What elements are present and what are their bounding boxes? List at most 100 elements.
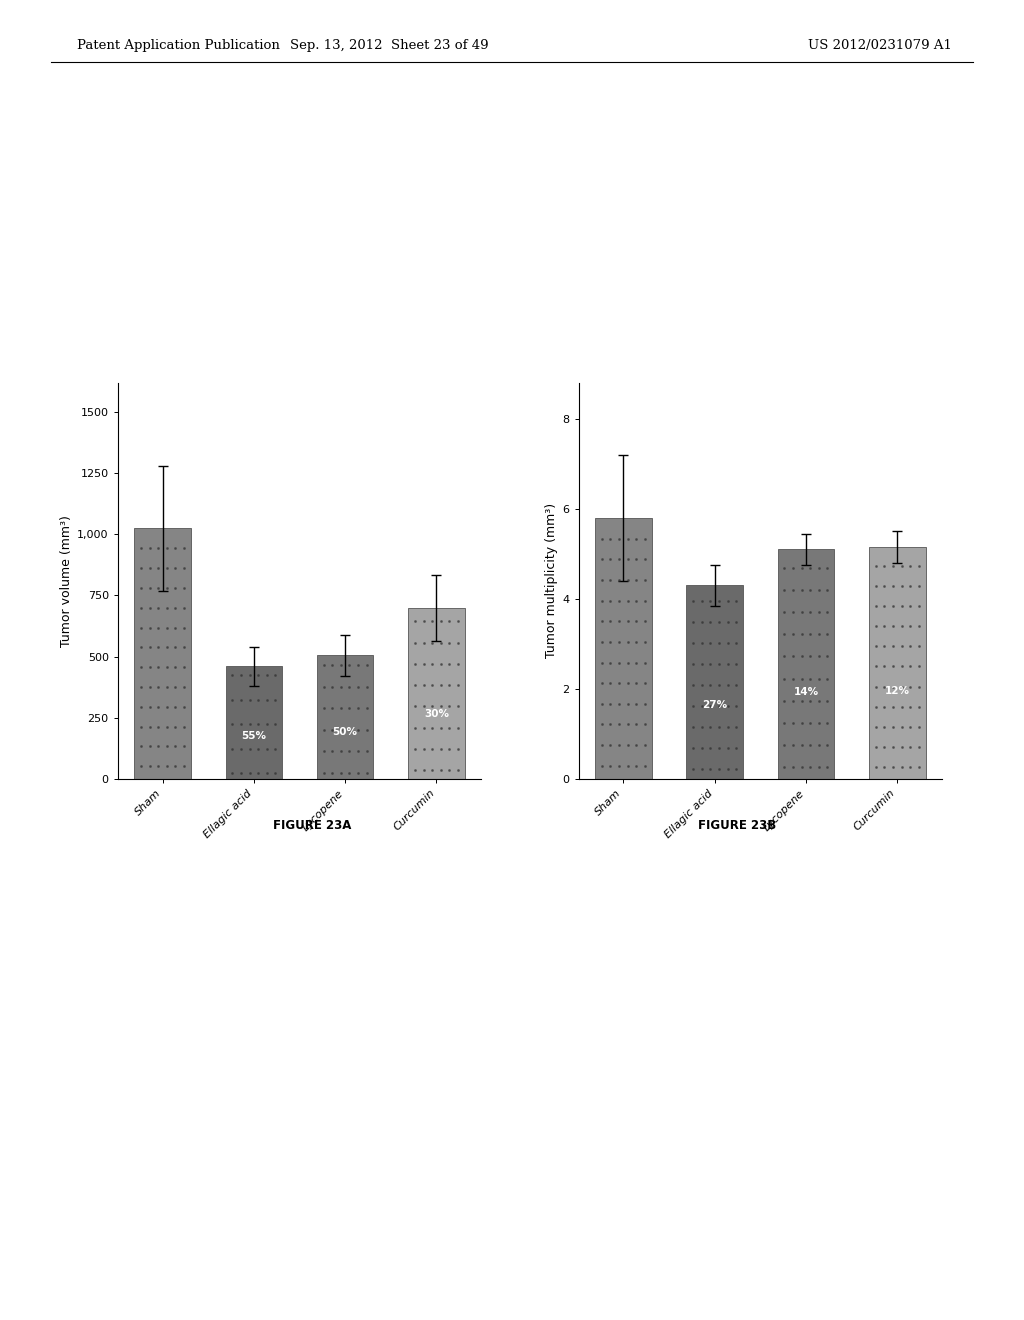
Bar — [686, 585, 743, 779]
Point — [450, 611, 466, 632]
Point — [242, 763, 258, 784]
Point — [784, 557, 801, 578]
Point — [176, 696, 193, 717]
Point — [167, 597, 183, 618]
Point — [819, 734, 836, 755]
Point — [784, 645, 801, 667]
Text: Sep. 13, 2012  Sheet 23 of 49: Sep. 13, 2012 Sheet 23 of 49 — [290, 38, 488, 51]
Point — [441, 717, 458, 738]
Point — [885, 656, 901, 677]
Point — [802, 734, 818, 755]
Point — [819, 690, 836, 711]
Point — [133, 636, 150, 657]
Point — [776, 690, 793, 711]
Point — [602, 693, 618, 714]
Point — [902, 717, 919, 738]
Point — [133, 696, 150, 717]
Point — [250, 714, 266, 735]
Point — [176, 636, 193, 657]
Point — [159, 537, 175, 558]
Point — [141, 636, 158, 657]
Point — [159, 636, 175, 657]
Point — [611, 549, 628, 570]
Point — [611, 693, 628, 714]
Point — [224, 689, 241, 710]
Point — [620, 714, 636, 735]
Point — [620, 734, 636, 755]
Point — [133, 676, 150, 697]
Point — [424, 696, 440, 717]
Point — [424, 738, 440, 759]
Point — [611, 631, 628, 652]
Point — [250, 738, 266, 759]
Point — [133, 577, 150, 598]
Point — [867, 576, 884, 597]
Point — [685, 653, 701, 675]
Point — [811, 557, 827, 578]
Point — [802, 756, 818, 777]
Point — [877, 676, 893, 697]
Point — [324, 762, 340, 783]
Point — [151, 656, 167, 677]
Point — [151, 557, 167, 578]
Point — [819, 557, 836, 578]
Point — [637, 631, 653, 652]
Point — [620, 590, 636, 611]
Point — [802, 602, 818, 623]
Point — [877, 696, 893, 717]
Point — [594, 714, 610, 735]
Point — [885, 676, 901, 697]
Point — [693, 759, 710, 780]
Point — [611, 590, 628, 611]
Point — [159, 735, 175, 756]
Point — [811, 579, 827, 601]
Point — [151, 696, 167, 717]
Point — [358, 655, 375, 676]
Point — [620, 652, 636, 673]
Point — [324, 741, 340, 762]
Point — [685, 675, 701, 696]
Bar — [134, 528, 190, 779]
Point — [637, 673, 653, 694]
Point — [902, 554, 919, 576]
Point — [424, 632, 440, 653]
Point — [151, 676, 167, 697]
Point — [176, 735, 193, 756]
Point — [811, 623, 827, 644]
Point — [776, 756, 793, 777]
Point — [416, 653, 432, 675]
Point — [628, 714, 644, 735]
Point — [885, 636, 901, 657]
Point — [432, 653, 449, 675]
Point — [628, 755, 644, 776]
Point — [611, 528, 628, 549]
Point — [141, 676, 158, 697]
Point — [685, 738, 701, 759]
Point — [885, 615, 901, 636]
Point — [685, 590, 701, 611]
Point — [602, 611, 618, 632]
Point — [819, 602, 836, 623]
Point — [159, 696, 175, 717]
Point — [407, 675, 423, 696]
Point — [441, 738, 458, 759]
Point — [407, 738, 423, 759]
Point — [594, 631, 610, 652]
Point — [341, 698, 357, 719]
Point — [441, 632, 458, 653]
Point — [141, 756, 158, 777]
Point — [167, 715, 183, 737]
Point — [784, 623, 801, 644]
Point — [232, 714, 249, 735]
Point — [358, 698, 375, 719]
Point — [728, 675, 744, 696]
Point — [242, 665, 258, 686]
Point — [620, 569, 636, 590]
Point — [133, 616, 150, 638]
Point — [794, 557, 810, 578]
Point — [407, 632, 423, 653]
Bar — [316, 655, 374, 779]
Point — [902, 576, 919, 597]
Point — [867, 696, 884, 717]
Point — [711, 717, 727, 738]
